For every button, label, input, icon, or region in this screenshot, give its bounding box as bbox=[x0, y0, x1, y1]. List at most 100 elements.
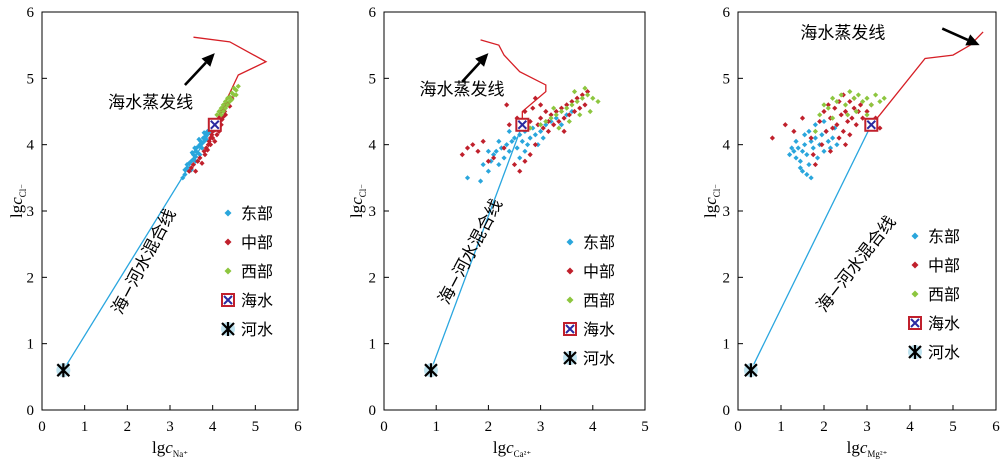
data-point bbox=[584, 92, 591, 98]
data-point bbox=[511, 135, 518, 141]
evaporation-line bbox=[870, 31, 984, 126]
data-point bbox=[548, 112, 554, 118]
annotation-label: 海水蒸发线 bbox=[800, 24, 885, 44]
series-5 bbox=[56, 363, 71, 378]
data-point bbox=[485, 158, 491, 164]
data-point bbox=[535, 142, 541, 148]
data-point bbox=[821, 108, 827, 115]
annotation-label: 海−河水混合线 bbox=[108, 206, 180, 318]
series-3 bbox=[812, 89, 887, 134]
data-point bbox=[538, 115, 544, 121]
data-point bbox=[847, 98, 853, 105]
series-2 bbox=[459, 89, 591, 174]
data-point bbox=[207, 117, 222, 132]
data-point bbox=[845, 112, 851, 118]
data-point bbox=[545, 128, 552, 134]
data-point bbox=[515, 117, 530, 132]
data-point bbox=[812, 122, 818, 128]
data-point bbox=[574, 95, 580, 101]
y-tick-label: 0 bbox=[369, 403, 377, 419]
data-point bbox=[851, 95, 857, 101]
data-point bbox=[477, 178, 484, 184]
data-point bbox=[538, 102, 544, 108]
data-point bbox=[860, 98, 866, 105]
y-tick-label: 3 bbox=[369, 204, 377, 220]
data-point bbox=[855, 92, 861, 98]
annotation-label: 海水蒸发线 bbox=[419, 80, 504, 100]
data-point bbox=[827, 148, 834, 154]
data-point bbox=[506, 148, 512, 154]
data-point bbox=[564, 112, 570, 118]
data-point bbox=[799, 168, 806, 174]
data-point bbox=[561, 128, 567, 134]
data-point bbox=[543, 108, 549, 115]
y-tick-label: 1 bbox=[369, 337, 377, 353]
data-point bbox=[225, 102, 231, 108]
x-tick-label: 2 bbox=[820, 419, 828, 435]
data-point bbox=[849, 115, 855, 121]
series-4 bbox=[207, 117, 222, 132]
data-point bbox=[222, 105, 229, 111]
y-tick-label: 3 bbox=[723, 204, 731, 220]
legend-marker bbox=[908, 316, 922, 330]
data-point bbox=[812, 135, 818, 141]
x-tick-label: 3 bbox=[863, 419, 871, 435]
data-point bbox=[881, 95, 887, 101]
data-point bbox=[821, 102, 827, 108]
series-3 bbox=[527, 85, 601, 131]
arrow-icon bbox=[941, 27, 980, 46]
data-point bbox=[791, 148, 797, 154]
data-point bbox=[538, 122, 544, 128]
data-point bbox=[797, 158, 803, 164]
data-point bbox=[782, 122, 788, 128]
legend-item: 西部 bbox=[224, 262, 273, 281]
data-point bbox=[543, 118, 549, 125]
data-point bbox=[847, 89, 853, 95]
y-tick-label: 6 bbox=[27, 5, 35, 21]
data-point bbox=[819, 142, 825, 148]
x-tick-label: 5 bbox=[641, 419, 649, 435]
data-point bbox=[220, 108, 226, 115]
data-point bbox=[840, 128, 846, 134]
legend-marker bbox=[224, 238, 232, 246]
y-tick-label: 5 bbox=[369, 71, 377, 87]
data-point bbox=[543, 122, 549, 128]
y-tick-label: 5 bbox=[27, 71, 35, 87]
data-point bbox=[199, 145, 205, 151]
y-tick-label: 1 bbox=[723, 337, 731, 353]
data-point bbox=[845, 118, 851, 125]
data-point bbox=[582, 102, 588, 108]
data-point bbox=[579, 92, 585, 98]
evaporation-line bbox=[193, 36, 268, 126]
legend-item: 西部 bbox=[566, 291, 615, 310]
data-point bbox=[571, 89, 578, 95]
data-point bbox=[853, 108, 859, 115]
legend-marker bbox=[563, 322, 577, 336]
legend-item: 东部 bbox=[911, 227, 960, 246]
legend-label: 东部 bbox=[583, 233, 615, 252]
data-point bbox=[540, 135, 546, 141]
y-tick-label: 2 bbox=[27, 270, 35, 286]
evaporation-line bbox=[480, 39, 547, 125]
data-point bbox=[551, 105, 557, 111]
data-point bbox=[838, 92, 844, 98]
data-point bbox=[558, 105, 565, 111]
x-tick-label: 0 bbox=[38, 419, 46, 435]
data-point bbox=[485, 168, 491, 174]
data-point bbox=[808, 138, 814, 144]
legend-label: 河水 bbox=[583, 349, 615, 368]
data-point bbox=[566, 118, 572, 125]
data-point bbox=[517, 155, 523, 161]
data-point bbox=[806, 128, 812, 134]
legend-label: 东部 bbox=[928, 227, 960, 246]
data-point bbox=[532, 95, 538, 101]
y-tick-label: 6 bbox=[723, 5, 731, 21]
data-point bbox=[189, 150, 195, 156]
data-point bbox=[868, 102, 874, 108]
legend-item: 海水 bbox=[908, 314, 960, 333]
data-point bbox=[812, 128, 818, 134]
data-point bbox=[556, 125, 562, 131]
